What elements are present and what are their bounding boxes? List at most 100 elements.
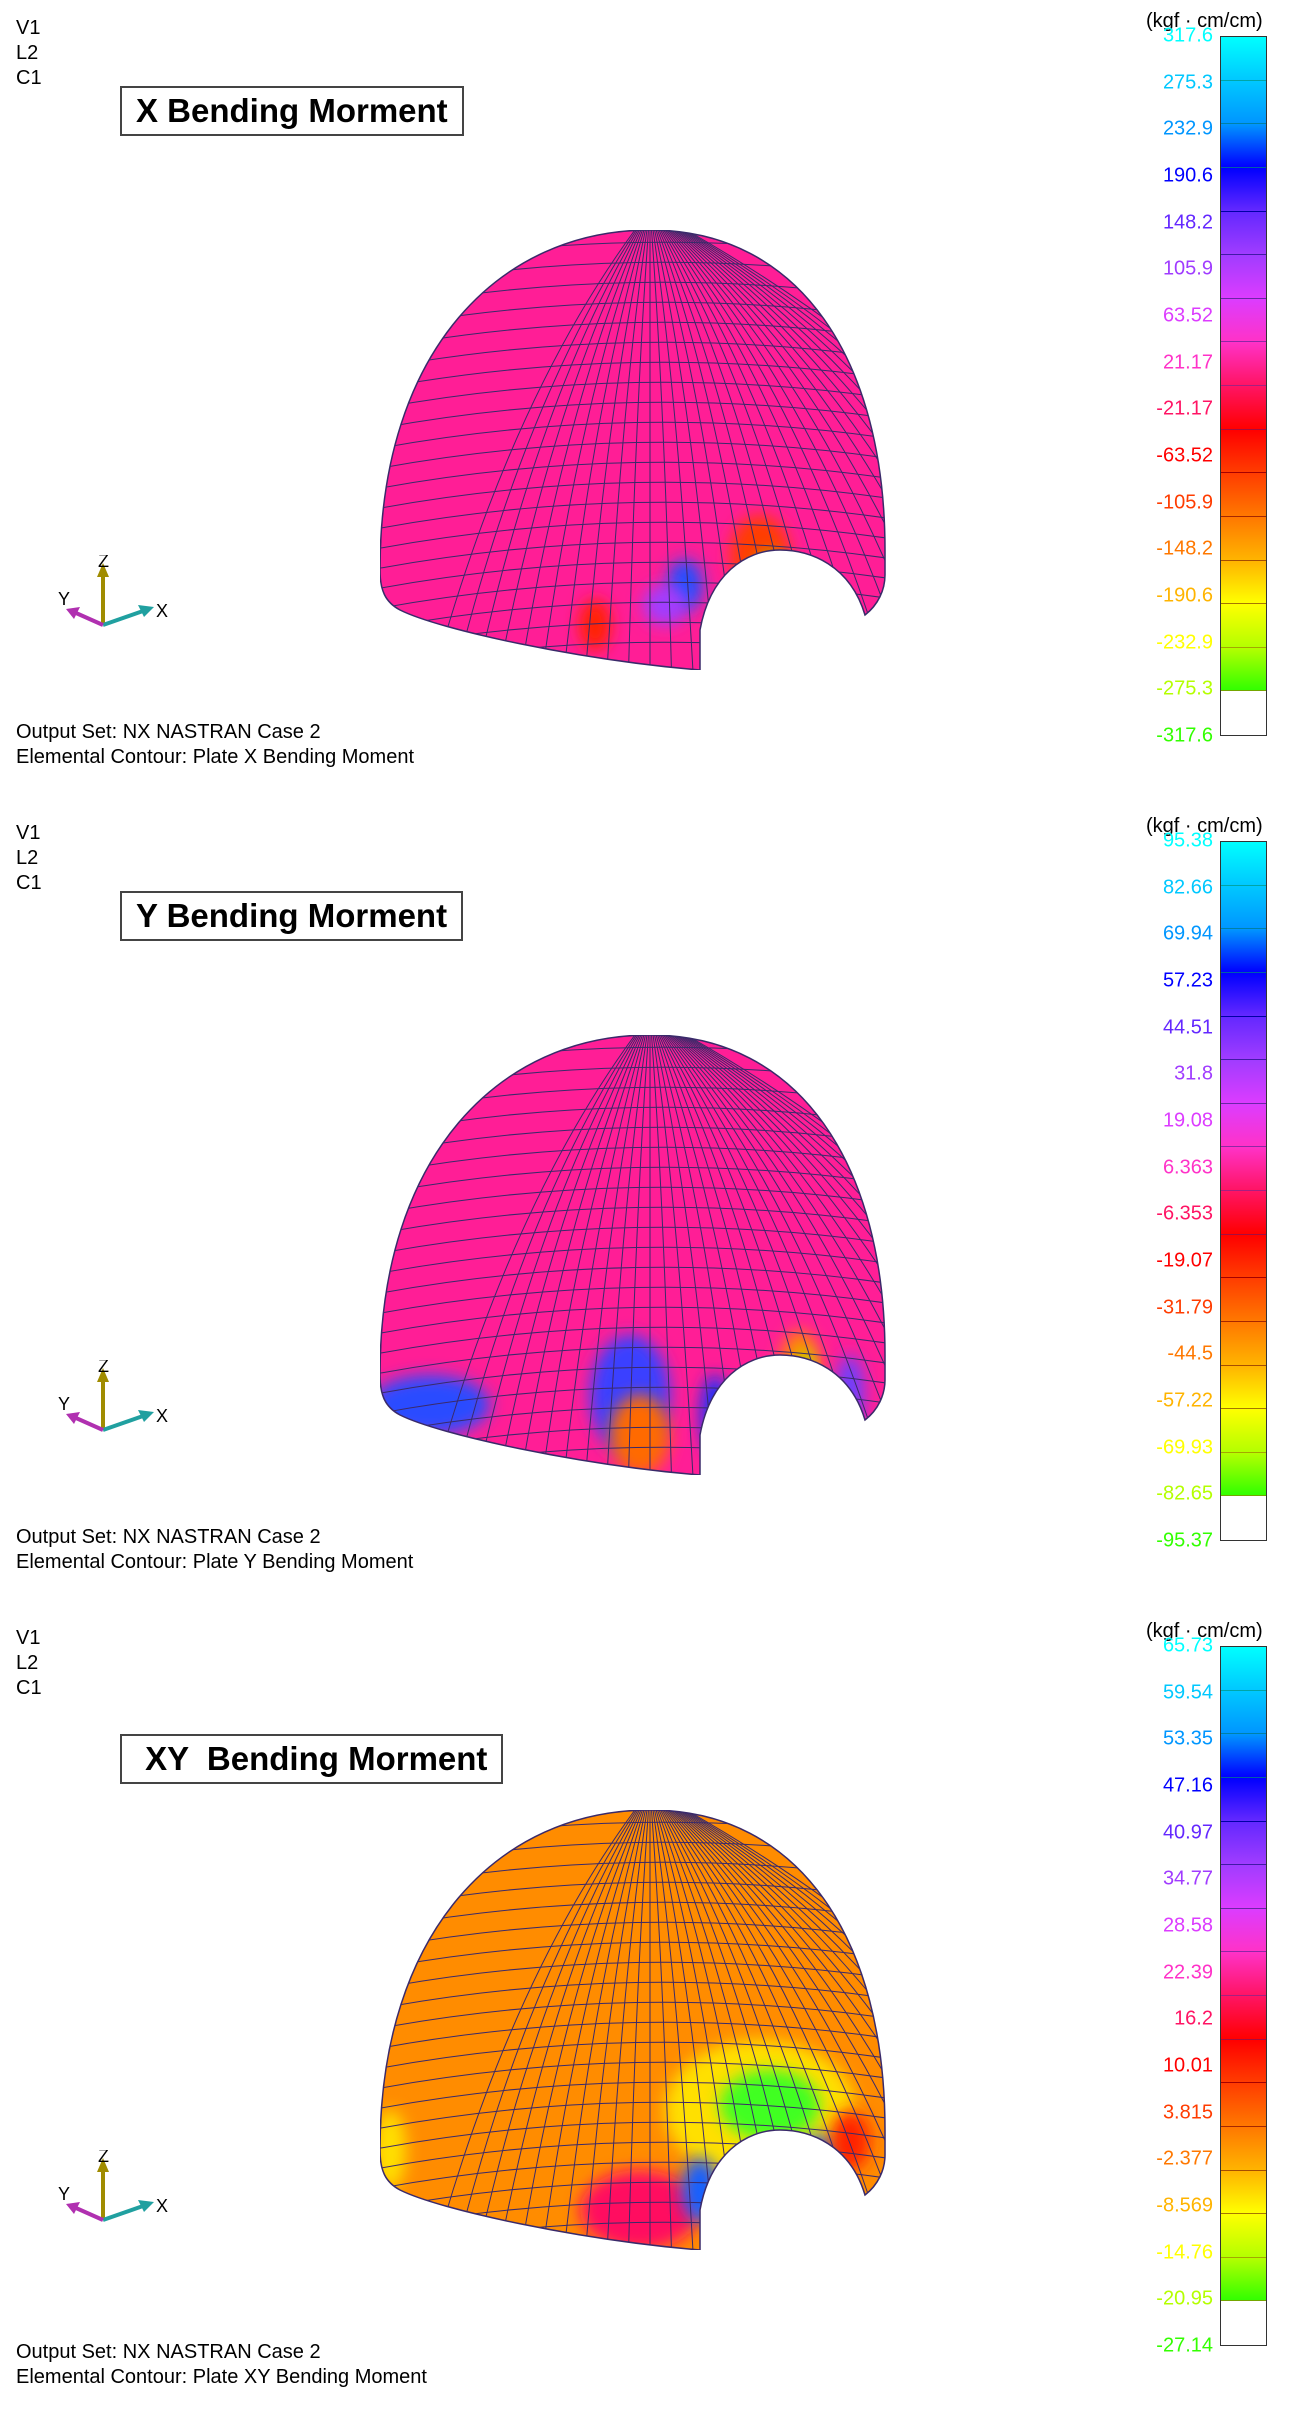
mesh-line bbox=[649, 1035, 885, 1475]
legend-color-segment bbox=[1221, 1321, 1266, 1366]
mesh-line bbox=[495, 1035, 651, 1475]
dome-outline bbox=[380, 230, 886, 670]
legend-color-segment bbox=[1221, 885, 1266, 930]
mesh-line bbox=[649, 1810, 885, 2250]
mesh-line bbox=[649, 1810, 885, 2250]
mesh-line bbox=[380, 1921, 885, 1951]
contour-hotspot bbox=[610, 1395, 670, 1475]
legend-color-segment bbox=[1221, 929, 1266, 973]
y-axis-label: Y bbox=[58, 2184, 70, 2204]
mesh-line bbox=[649, 1810, 695, 2250]
legend-value-label: 53.35 bbox=[1162, 1727, 1213, 1750]
legend-color-segment bbox=[1221, 2083, 1266, 2127]
mesh-line bbox=[380, 1186, 885, 1216]
legend-value-label: 6.363 bbox=[1162, 1156, 1213, 1179]
mesh-line bbox=[649, 230, 885, 670]
mesh-line bbox=[649, 1035, 885, 1475]
legend-value-label: 21.17 bbox=[1162, 351, 1213, 374]
dome-surface bbox=[380, 1035, 885, 1475]
legend-color-segment bbox=[1221, 1647, 1266, 1691]
mesh-line bbox=[380, 1326, 885, 1356]
mesh-line bbox=[517, 1810, 651, 2250]
y-axis-arrow bbox=[75, 611, 104, 627]
mesh-line bbox=[380, 1226, 885, 1256]
mesh-line bbox=[649, 1035, 885, 1475]
mesh-line bbox=[649, 1035, 885, 1475]
legend-value-label: 19.08 bbox=[1162, 1109, 1213, 1132]
legend-color-segment bbox=[1221, 1191, 1266, 1235]
legend-value-label: -95.37 bbox=[1156, 1529, 1213, 1552]
legend-color-segment bbox=[1221, 972, 1266, 1017]
mesh-line bbox=[380, 501, 885, 531]
legend-value-label: -44.5 bbox=[1167, 1342, 1213, 1365]
plot-footer: Output Set: NX NASTRAN Case 2 Elemental … bbox=[16, 2340, 427, 2390]
legend-value-label: 69.94 bbox=[1162, 922, 1213, 945]
z-axis-label: Z bbox=[98, 1360, 109, 1376]
dome-contour-plot bbox=[380, 230, 886, 670]
plot-footer: Output Set: NX NASTRAN Case 2 Elemental … bbox=[16, 720, 414, 770]
legend-value-label: -57.22 bbox=[1156, 1389, 1213, 1412]
legend-color-segment bbox=[1221, 2170, 1266, 2215]
legend-color-segment bbox=[1221, 1952, 1266, 1996]
legend-color-segment bbox=[1221, 1365, 1266, 1410]
dome-outline bbox=[380, 1035, 886, 1475]
legend-value-label: -148.2 bbox=[1156, 537, 1213, 560]
mesh-line bbox=[649, 1810, 885, 2250]
contour-hotspot bbox=[756, 553, 784, 597]
output-set-label: Output Set: NX NASTRAN Case 2 bbox=[16, 2341, 321, 2363]
legend-color-segment bbox=[1221, 1996, 1266, 2040]
mesh-line bbox=[451, 1035, 651, 1475]
legend-color-segment bbox=[1221, 298, 1266, 343]
contour-hotspot bbox=[830, 2110, 870, 2170]
mesh-line bbox=[561, 1810, 651, 2250]
legend-value-label: -232.9 bbox=[1156, 631, 1213, 654]
mesh-line bbox=[473, 230, 651, 670]
legend-value-label: -190.6 bbox=[1156, 584, 1213, 607]
mesh-line bbox=[583, 1035, 651, 1475]
legend-value-label: -317.6 bbox=[1156, 724, 1213, 747]
mesh-line bbox=[649, 1035, 885, 1475]
mesh-line bbox=[649, 1035, 885, 1475]
z-axis-label: Z bbox=[98, 2150, 109, 2166]
legend-color-segment bbox=[1221, 80, 1266, 125]
mesh-line bbox=[649, 230, 695, 670]
mesh-line bbox=[649, 230, 885, 670]
mesh-line bbox=[380, 1306, 885, 1336]
legend-color-segment bbox=[1221, 647, 1266, 692]
axis-triad-icon: Z X Y bbox=[58, 555, 168, 627]
legend-value-label: -6.353 bbox=[1156, 1202, 1213, 1225]
legend-value-label: 82.66 bbox=[1162, 876, 1213, 899]
mesh-line bbox=[380, 441, 885, 471]
legend-value-label: 22.39 bbox=[1162, 1961, 1213, 1984]
legend-color-segment bbox=[1221, 2214, 1266, 2258]
mesh-line bbox=[380, 1346, 885, 1376]
dome-contour-plot bbox=[380, 1810, 886, 2250]
legend-value-label: -21.17 bbox=[1156, 397, 1213, 420]
mesh-line bbox=[380, 361, 885, 391]
mesh-line bbox=[380, 381, 885, 411]
view-label: V1 bbox=[16, 1627, 41, 1649]
view-load-case-labels: V1 L2 C1 bbox=[16, 821, 42, 896]
contour-type-label: Elemental Contour: Plate Y Bending Momen… bbox=[16, 1551, 414, 1573]
mesh-line bbox=[380, 2121, 885, 2151]
legend-color-segment bbox=[1221, 37, 1266, 81]
legend-value-label: -105.9 bbox=[1156, 491, 1213, 514]
legend-color-segment bbox=[1221, 1234, 1266, 1279]
legend-value-label: 57.23 bbox=[1162, 969, 1213, 992]
mesh-line bbox=[583, 230, 651, 670]
legend-value-label: 105.9 bbox=[1162, 257, 1213, 280]
panel-title: X Bending Morment bbox=[120, 86, 464, 136]
mesh-line bbox=[380, 1941, 885, 1971]
x-axis-label: X bbox=[156, 1406, 168, 1426]
dome-outline bbox=[380, 1810, 886, 2250]
legend-value-label: 3.815 bbox=[1162, 2101, 1213, 2124]
mesh-line bbox=[380, 2001, 885, 2031]
legend-value-label: -275.3 bbox=[1156, 677, 1213, 700]
legend-value-label: -19.07 bbox=[1156, 1249, 1213, 1272]
mesh-line bbox=[495, 1810, 651, 2250]
units-label: (kgf · cm/cm) bbox=[1146, 1620, 1263, 1642]
mesh-line bbox=[495, 230, 651, 670]
legend-value-label: 28.58 bbox=[1162, 1914, 1213, 1937]
legend-value-label: -14.76 bbox=[1156, 2241, 1213, 2264]
mesh-line bbox=[649, 1810, 885, 2250]
